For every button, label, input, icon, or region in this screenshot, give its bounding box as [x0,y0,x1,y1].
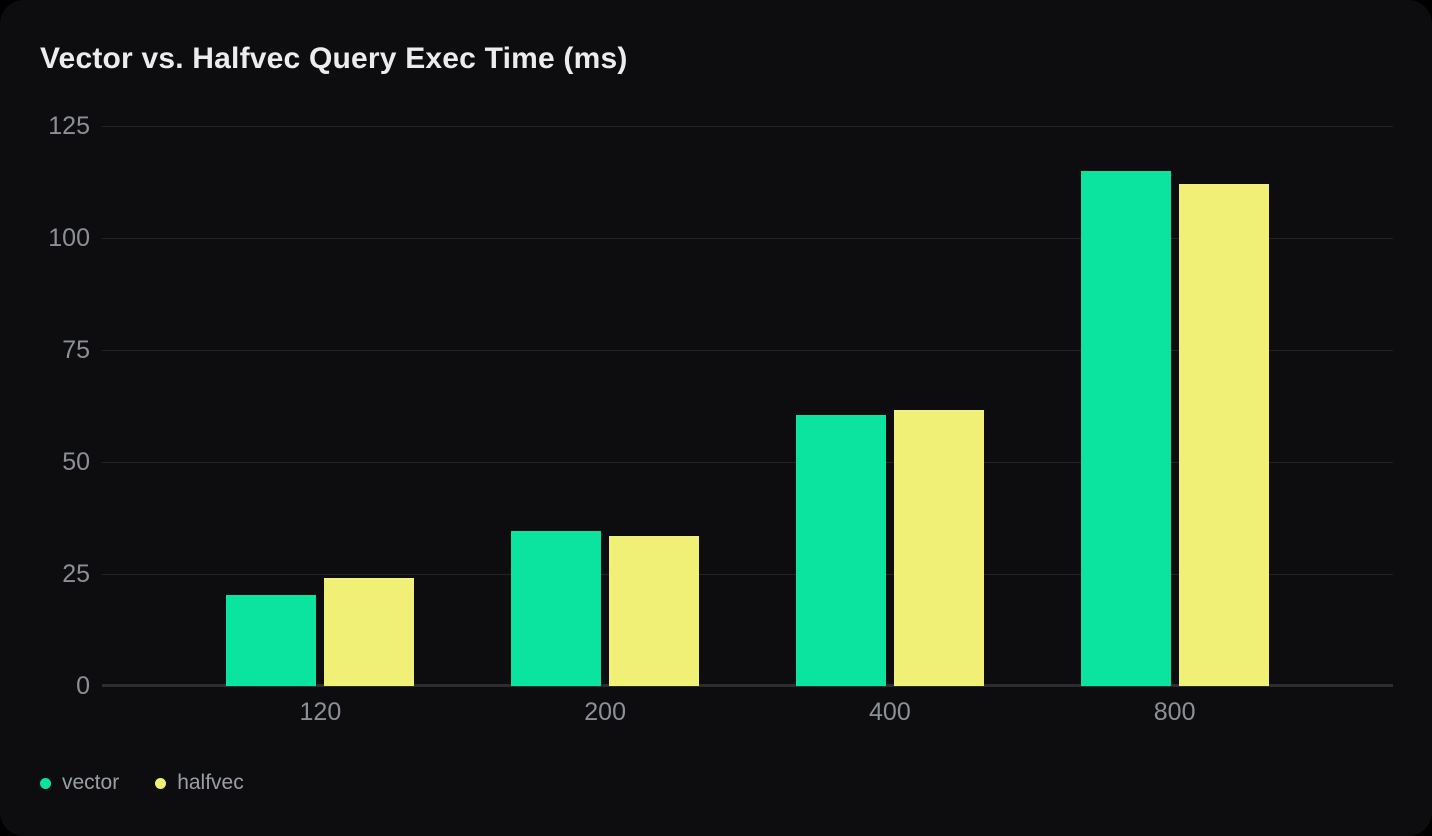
bars-row [102,126,1393,686]
legend-dot-vector [40,777,51,789]
gridline-y-25 [102,574,1393,575]
gridline-y-0 [102,684,1393,687]
bar-halfvec-120[interactable] [324,578,415,686]
x-tick-label-120: 120 [299,698,342,726]
legend-item-vector[interactable]: vector [40,771,119,795]
legend-label-vector: vector [62,771,120,794]
x-tick-label-400: 400 [869,698,911,726]
bar-vector-400[interactable] [795,414,886,686]
x-tick-label-200: 200 [584,698,626,726]
legend-dot-halfvec [155,777,167,789]
legend-label-halfvec: halfvec [177,771,244,794]
gridline-y-125 [102,126,1393,127]
legend-item-halfvec[interactable]: halfvec [155,771,244,795]
y-tick-label-50: 50 [62,448,90,476]
gridline-y-100 [102,238,1393,239]
bar-halfvec-400[interactable] [893,410,984,686]
bar-vector-200[interactable] [511,531,602,686]
bar-group-800 [1032,126,1317,686]
plot-area [102,126,1393,687]
gridline-y-75 [102,350,1393,351]
x-tick-label-800: 800 [1153,698,1196,726]
y-tick-label-125: 125 [48,112,90,140]
bar-group-120 [178,126,463,686]
x-axis-labels: 120 200 400 800 [102,698,1393,727]
bar-halfvec-200[interactable] [609,536,700,686]
y-tick-label-75: 75 [62,336,90,364]
bar-vector-120[interactable] [226,595,317,686]
y-tick-label-100: 100 [48,224,90,252]
bar-group-400 [748,126,1033,686]
bar-group-200 [463,126,748,686]
y-axis-labels: 0 25 50 75 100 125 [0,114,90,699]
bar-vector-800[interactable] [1080,171,1171,686]
legend: vector halfvec [40,771,244,795]
y-tick-label-0: 0 [76,672,90,700]
gridline-y-50 [102,462,1393,463]
bar-halfvec-800[interactable] [1178,183,1269,686]
chart-title: Vector vs. Halfvec Query Exec Time (ms) [40,42,628,75]
y-tick-label-25: 25 [62,560,90,588]
